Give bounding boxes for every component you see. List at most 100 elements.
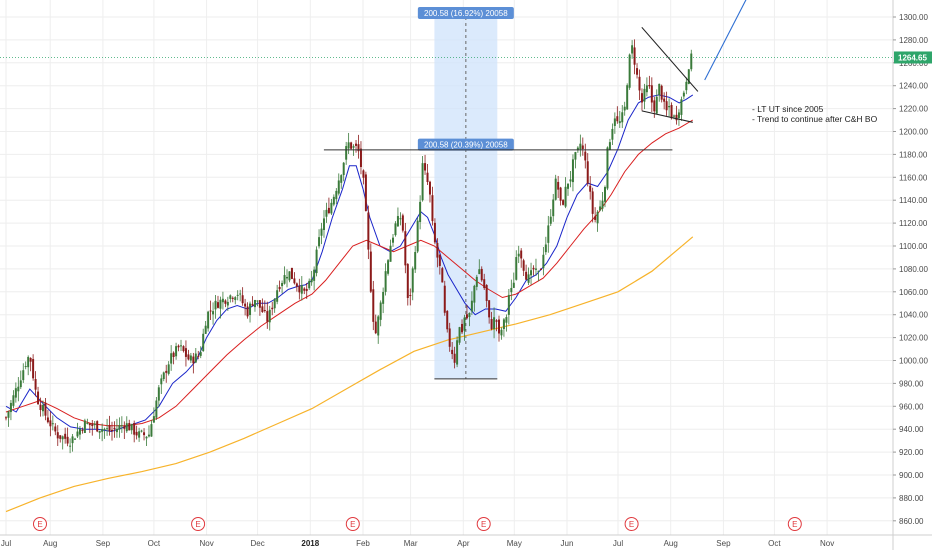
measure-label-box[interactable] [417, 7, 514, 19]
candle-body [677, 112, 680, 118]
candle-body [320, 228, 323, 236]
candle-body [74, 438, 77, 440]
candle-body [187, 354, 190, 360]
candle-body [571, 159, 574, 183]
candle-body [180, 345, 183, 347]
candle-body [638, 76, 641, 91]
candle-body [537, 270, 540, 272]
candle-body [93, 423, 96, 426]
candle-body [347, 142, 350, 149]
candle-body [475, 276, 478, 287]
candle-body [59, 435, 62, 439]
candle-body [419, 201, 422, 223]
candle-body [480, 268, 483, 281]
candle-body [115, 428, 118, 433]
candle-body [379, 302, 382, 320]
earnings-icon[interactable] [624, 517, 639, 531]
candle-body [655, 96, 658, 114]
candle-body [359, 148, 362, 167]
candle-body [473, 285, 476, 303]
candle-body [640, 93, 643, 103]
candle-body [411, 268, 414, 293]
candle-body [502, 319, 505, 330]
candle-body [451, 349, 454, 355]
candle-body [534, 268, 537, 270]
y-tick-label: 940.00 [899, 425, 924, 434]
candle-body [12, 395, 15, 406]
candle-body [584, 151, 587, 161]
candle-body [446, 310, 449, 330]
candle-body [91, 423, 94, 427]
candle-body [61, 436, 64, 440]
x-tick-label: 2018 [301, 539, 319, 548]
candle-body [281, 282, 284, 287]
measure-label-box[interactable] [417, 138, 514, 151]
candle-body [66, 436, 69, 444]
candles [5, 39, 693, 454]
candle-body [552, 199, 555, 217]
candle-body [286, 276, 289, 279]
candle-body [668, 106, 671, 108]
candle-body [244, 303, 247, 307]
candle-body [628, 54, 631, 88]
earnings-icon[interactable] [345, 517, 360, 531]
candle-body [525, 271, 528, 280]
measure-label: 200.58 (20.39%) 20058 [424, 141, 508, 150]
candle-body [37, 391, 40, 405]
candle-body [130, 424, 133, 431]
candle-body [212, 311, 215, 315]
candle-body [488, 300, 491, 318]
candle-body [150, 424, 153, 437]
candle-body [653, 100, 656, 112]
candle-body [170, 353, 173, 364]
x-tick-label: Oct [768, 539, 781, 548]
candle-body [103, 428, 106, 430]
candle-body [613, 118, 616, 126]
candle-body [507, 294, 510, 315]
wedge-trendline[interactable] [641, 110, 693, 123]
earnings-icon[interactable] [787, 517, 802, 531]
earnings-icon[interactable] [191, 517, 206, 531]
last-price-tag[interactable] [894, 51, 932, 64]
candle-body [268, 309, 271, 323]
candle-body [564, 186, 567, 207]
candle-body [433, 222, 436, 243]
candle-body [631, 45, 634, 54]
candle-body [300, 285, 303, 294]
candle-body [441, 268, 444, 283]
candle-body [123, 426, 126, 429]
price-axis[interactable]: 860.00 880.00 900.00 920.00 940.00 960.00 980.… [893, 13, 932, 526]
candle-body [143, 432, 146, 436]
candle-body [606, 147, 609, 189]
candle-body [364, 174, 367, 211]
candle-body [71, 436, 74, 444]
drawings[interactable] [0, 0, 893, 151]
candle-body [465, 314, 468, 319]
candle-body [350, 142, 353, 149]
x-tick-label: Feb [356, 539, 370, 548]
candle-body [544, 244, 547, 253]
candle-body [266, 311, 269, 322]
candle-body [56, 432, 59, 439]
candle-body [685, 81, 688, 91]
candle-body [313, 269, 316, 281]
candle-body [86, 422, 89, 424]
x-tick-label: Nov [820, 539, 834, 548]
earnings-icon[interactable] [476, 517, 491, 531]
wedge-trendline[interactable] [641, 26, 699, 92]
candle-body [470, 300, 473, 312]
measure-tools[interactable]: 200.58 (16.92%) 20058 200.58 (20.39%) 200… [417, 7, 514, 380]
candle-body [490, 319, 493, 330]
candle-body [229, 295, 232, 299]
x-tick-label: Jun [561, 539, 574, 548]
projection-line[interactable] [704, 0, 749, 81]
candle-body [562, 200, 565, 205]
candle-body [253, 299, 256, 308]
time-axis[interactable]: Jul Aug Sep Oct Nov Dec 2018 Feb Mar Apr May Jun Jul… [1, 539, 834, 548]
candle-body [633, 47, 636, 65]
earnings-icon[interactable] [33, 517, 47, 531]
candle-body [406, 264, 409, 298]
